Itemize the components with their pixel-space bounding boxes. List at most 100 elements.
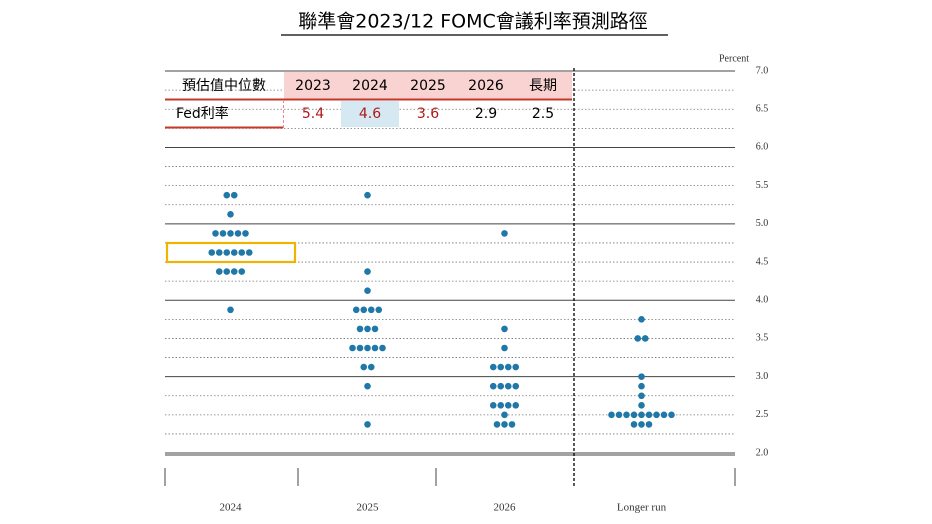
dot xyxy=(371,325,379,333)
dot xyxy=(504,363,512,371)
dot xyxy=(641,335,649,342)
y-tick-label: 6.0 xyxy=(756,142,769,153)
dot xyxy=(364,191,371,199)
dot xyxy=(630,421,638,428)
dot xyxy=(364,382,371,390)
highlight-box xyxy=(165,241,297,264)
dot xyxy=(212,230,219,237)
dot xyxy=(508,421,516,428)
dot xyxy=(615,411,623,419)
dot xyxy=(638,382,645,390)
dot xyxy=(501,344,508,352)
dot xyxy=(638,421,645,428)
dot xyxy=(501,421,508,428)
dot xyxy=(208,249,216,256)
highlight-cell xyxy=(341,101,399,127)
dot xyxy=(364,268,371,275)
table-cell: 5.4 xyxy=(302,106,324,122)
dot xyxy=(630,411,638,419)
x-tick-label: 2026 xyxy=(494,502,517,514)
dot xyxy=(227,306,234,314)
dot xyxy=(356,344,364,352)
dot xyxy=(634,335,642,342)
dot xyxy=(638,316,645,323)
header-bg xyxy=(284,72,572,99)
dot xyxy=(230,268,238,275)
y-tick-label: 2.0 xyxy=(756,447,769,458)
dot xyxy=(623,411,630,419)
x-tick-label: 2024 xyxy=(220,502,243,514)
dot xyxy=(497,401,505,409)
table-cell: 4.6 xyxy=(359,106,381,122)
table-header: 長期 xyxy=(529,78,557,94)
table-cell: 3.6 xyxy=(417,106,439,122)
dot xyxy=(364,344,371,352)
table-cell: 2.9 xyxy=(475,106,497,122)
dot xyxy=(215,268,223,275)
table-header: 2026 xyxy=(468,78,504,94)
dot xyxy=(360,363,368,371)
dot xyxy=(608,411,615,419)
dot xyxy=(504,382,512,390)
dot xyxy=(360,306,368,314)
dot xyxy=(497,382,505,390)
dot xyxy=(504,401,512,409)
y-tick-label: 7.0 xyxy=(756,65,769,76)
dot xyxy=(352,306,360,314)
dot xyxy=(364,325,371,333)
dot xyxy=(245,249,253,256)
dot xyxy=(375,306,383,314)
x-tick-label: Longer run xyxy=(617,502,667,514)
dot xyxy=(489,401,497,409)
dot xyxy=(223,191,231,199)
dot xyxy=(512,382,520,390)
dot xyxy=(230,191,238,199)
dot xyxy=(645,411,653,419)
dot xyxy=(223,268,231,275)
dot xyxy=(493,421,501,428)
dot xyxy=(501,325,508,333)
dot xyxy=(234,230,242,237)
dot xyxy=(501,230,508,237)
y-tick-label: 3.0 xyxy=(756,371,769,382)
dot xyxy=(512,363,520,371)
dot xyxy=(227,230,234,237)
dot xyxy=(638,401,645,409)
dot xyxy=(367,363,375,371)
y-tick-label: 2.5 xyxy=(756,409,769,420)
dot xyxy=(349,344,356,352)
dot xyxy=(367,306,375,314)
dot xyxy=(489,363,497,371)
dot xyxy=(215,249,223,256)
dot xyxy=(230,249,238,256)
dot xyxy=(501,411,508,419)
dot xyxy=(512,401,520,409)
table-cell: Fed利率 xyxy=(176,105,229,122)
dot xyxy=(638,411,645,419)
table-header: 預估值中位數 xyxy=(182,78,266,94)
y-tick-label: 5.0 xyxy=(756,218,769,229)
y-tick-label: 5.5 xyxy=(756,180,769,191)
median-table: 預估值中位數 2023 2024 2025 2026 長期 Fed利率 5.4 4.6 3.6 2.… xyxy=(165,72,572,129)
dot xyxy=(645,421,653,428)
chart-title: 聯準會2023/12 FOMC會議利率預測路徑 xyxy=(298,11,648,33)
dot xyxy=(653,411,660,419)
y-tick-label: 4.5 xyxy=(756,256,769,267)
y-tick-label: 6.5 xyxy=(756,104,769,115)
dot xyxy=(223,249,231,256)
dot xyxy=(219,230,227,237)
dot xyxy=(638,392,645,400)
y-tick-label: 3.5 xyxy=(756,333,769,344)
dot xyxy=(497,363,505,371)
y-axis-label: Percent xyxy=(719,53,749,64)
dot xyxy=(238,249,246,256)
table-cell: 2.5 xyxy=(532,106,554,122)
dot xyxy=(356,325,364,333)
dot xyxy=(238,268,246,275)
y-tick-label: 4.0 xyxy=(756,295,769,306)
table-header: 2023 xyxy=(295,78,331,94)
dot xyxy=(489,382,497,390)
dot xyxy=(227,210,234,218)
dot xyxy=(660,411,668,419)
